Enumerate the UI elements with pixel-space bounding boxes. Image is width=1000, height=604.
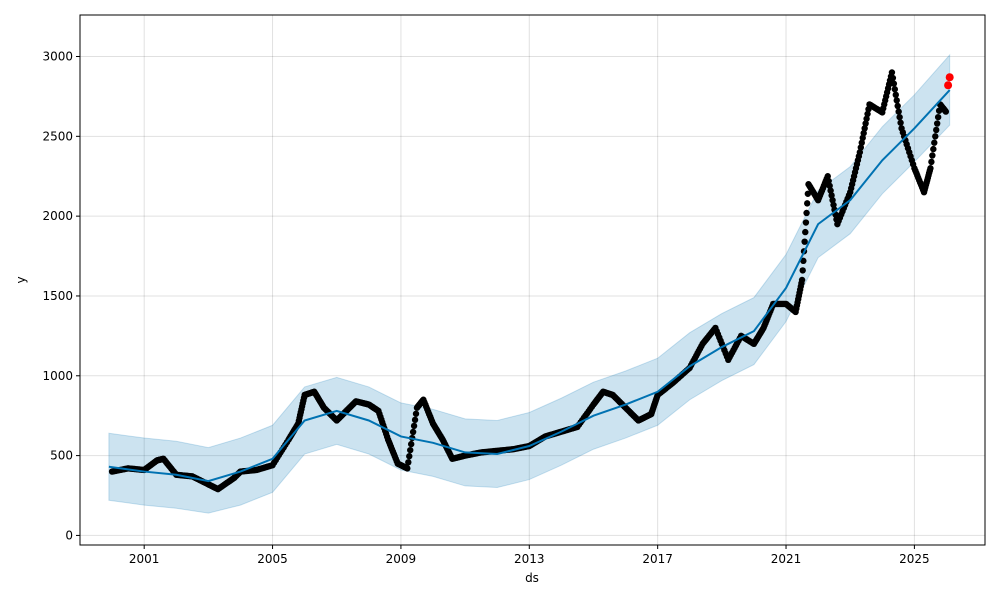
observed-point [406,453,413,460]
observed-point [928,158,935,166]
observed-point [828,192,835,199]
observed-point [826,182,833,190]
observed-point [802,219,810,226]
observed-point [412,410,420,417]
y-axis-label: y [14,276,28,283]
future-points [944,73,954,90]
observed-point [891,86,899,93]
observed-point [933,120,941,127]
observed-point [933,126,940,134]
observed-point [930,145,937,153]
observed-point [830,201,837,209]
observed-point [827,187,834,194]
observed-point [798,276,806,284]
observed-point [864,110,871,118]
axis-ticks: 2001 2005 2009 2013 2017 2021 2025 0 500 1000 1500… [42,50,929,566]
observed-point [803,209,810,217]
y-tick-label: 1000 [42,369,73,383]
observed-point [829,196,836,204]
observed-point [404,465,411,472]
plot-frame [79,14,986,546]
observed-point [895,108,902,115]
y-tick-label: 3000 [42,50,73,64]
observed-point [405,459,412,466]
x-tick-label: 2017 [642,552,673,566]
x-tick-label: 2013 [514,552,545,566]
observed-point [409,428,417,436]
x-tick-label: 2021 [771,552,802,566]
x-tick-label: 2001 [129,552,160,566]
observed-point [942,108,950,115]
observed-point [407,440,415,448]
future-point [945,73,954,82]
observed-point [411,416,419,424]
observed-point [889,74,897,82]
observed-point [890,80,898,87]
observed-point [931,139,938,146]
observed-point [927,165,934,172]
observed-point [896,113,903,121]
observed-point [856,149,864,156]
observed-point [862,120,869,127]
observed-point [934,113,942,121]
observed-point [858,139,865,146]
y-tick-label: 500 [50,449,73,463]
observed-point [801,238,808,245]
observed-point [897,119,904,126]
x-tick-label: 2025 [899,552,930,566]
observed-point [859,134,866,142]
x-tick-label: 2009 [386,552,417,566]
observed-point [932,133,939,140]
observed-point [863,115,870,122]
forecast-line [108,89,951,483]
observed-point [892,91,899,99]
y-tick-label: 1500 [42,289,73,303]
observed-point [800,257,807,265]
y-tick-label: 0 [65,528,73,542]
observed-point [410,422,418,430]
x-axis-label: ds [525,571,539,585]
grid-lines [80,15,985,545]
observed-point [888,69,896,76]
observed-point [860,129,867,137]
observed-point [929,152,936,159]
observed-point [861,125,868,132]
observed-point [894,102,901,110]
observed-point [825,177,832,185]
x-tick-label: 2005 [257,552,288,566]
observed-point [802,228,809,236]
observed-point [893,97,900,104]
y-tick-label: 2000 [42,209,73,223]
observed-point [799,267,806,274]
future-point [944,81,953,90]
observed-point [407,446,414,454]
observed-point [857,144,865,151]
y-tick-label: 2500 [42,129,73,143]
observed-point [824,173,831,180]
observed-point [804,190,812,197]
observed-point [804,200,811,207]
